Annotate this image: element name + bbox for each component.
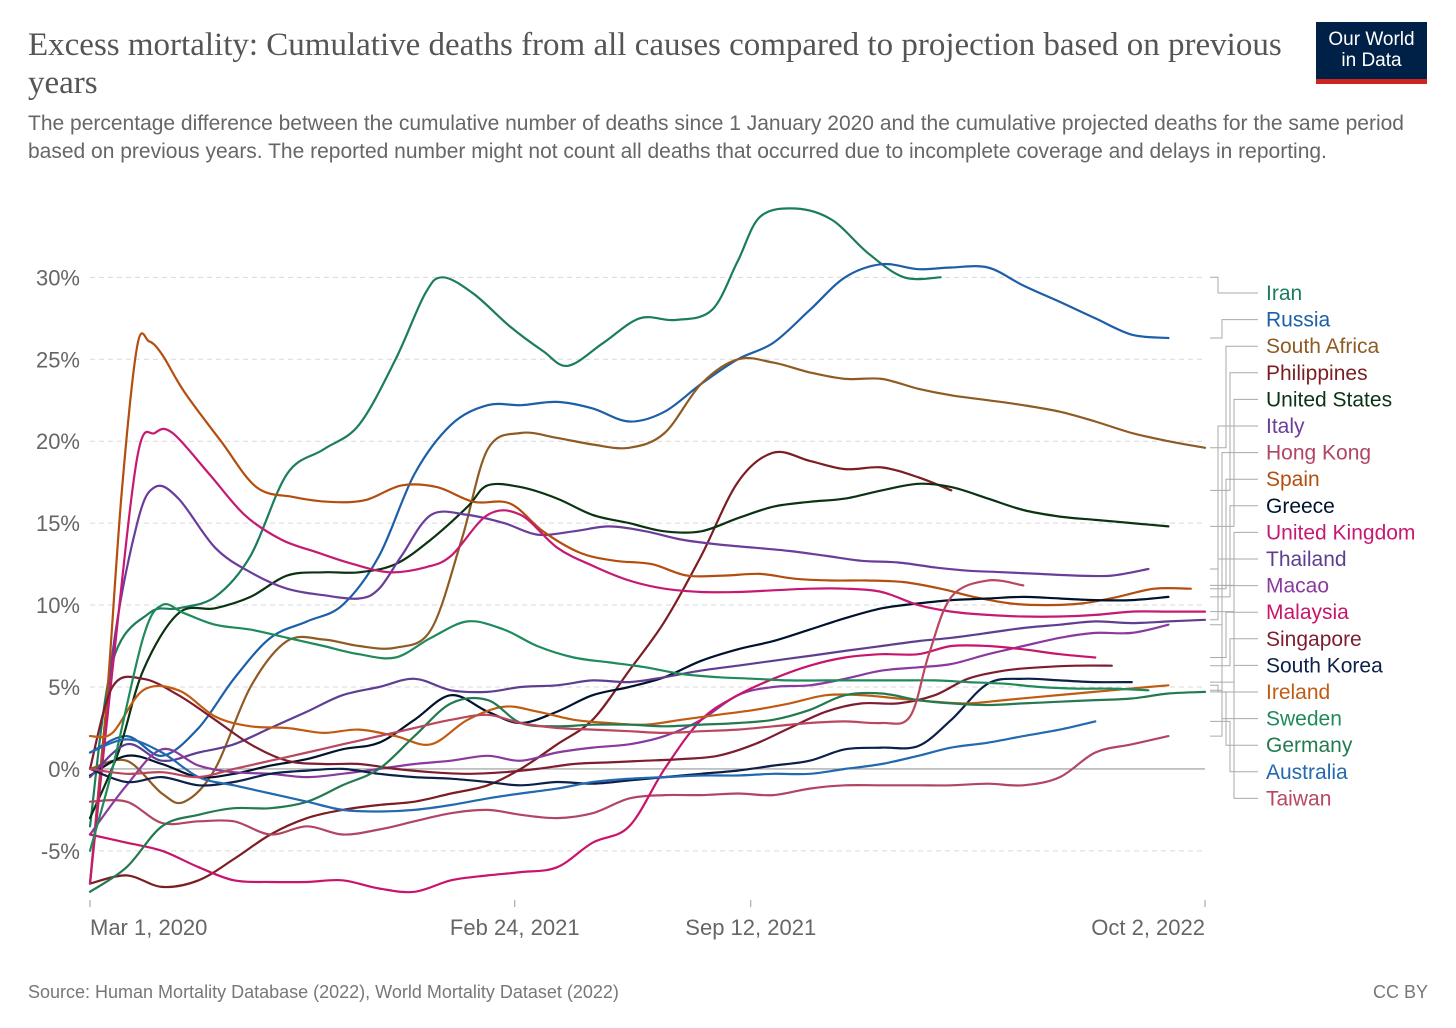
end-label-thailand[interactable]: Thailand <box>1266 548 1347 571</box>
series-line-singapore[interactable] <box>88 664 1113 775</box>
series-line-hong-kong[interactable] <box>88 735 1170 836</box>
end-label-taiwan[interactable]: Taiwan <box>1266 787 1331 810</box>
end-label-russia[interactable]: Russia <box>1266 309 1331 332</box>
chart-title: Excess mortality: Cumulative deaths from… <box>28 27 1282 101</box>
label-connector <box>1210 689 1258 720</box>
logo-line-2: in Data <box>1341 50 1402 71</box>
x-tick-label: Mar 1, 2020 <box>90 915 207 940</box>
y-tick-label: 25% <box>36 347 80 372</box>
logo-line-1: Our World <box>1328 29 1415 50</box>
end-label-united-kingdom[interactable]: United Kingdom <box>1266 521 1415 544</box>
y-tick-label: 30% <box>36 265 80 290</box>
chart-subtitle: The percentage difference between the cu… <box>28 112 1404 163</box>
label-connector <box>1210 372 1258 491</box>
end-label-ireland[interactable]: Ireland <box>1266 681 1330 704</box>
end-label-germany[interactable]: Germany <box>1266 734 1353 757</box>
label-connector <box>1210 691 1258 746</box>
series-line-spain[interactable] <box>88 332 1192 885</box>
series-line-south-africa[interactable] <box>88 356 1207 805</box>
series-lines <box>88 207 1207 894</box>
label-connector <box>1210 584 1258 799</box>
end-label-philippines[interactable]: Philippines <box>1266 362 1368 385</box>
label-connector <box>1210 398 1258 527</box>
series-line-united-states[interactable] <box>88 482 1170 820</box>
end-label-sweden[interactable]: Sweden <box>1266 708 1342 731</box>
end-label-united-states[interactable]: United States <box>1266 388 1392 411</box>
source-note: Source: Human Mortality Database (2022),… <box>28 982 619 1002</box>
end-label-australia[interactable]: Australia <box>1266 761 1348 784</box>
series-line-taiwan[interactable] <box>88 579 1025 779</box>
series-line-sweden[interactable] <box>88 603 1150 852</box>
series-line-russia[interactable] <box>88 262 1170 757</box>
label-connector <box>1210 720 1258 773</box>
end-label-south-africa[interactable]: South Africa <box>1266 335 1380 358</box>
x-tick-label: Feb 24, 2021 <box>450 915 580 940</box>
end-label-italy[interactable]: Italy <box>1266 415 1305 438</box>
label-connector <box>1210 276 1258 294</box>
y-tick-label: 10% <box>36 593 80 618</box>
label-connector <box>1210 505 1258 598</box>
label-connector <box>1210 558 1258 621</box>
label-connector <box>1210 638 1258 667</box>
end-label-singapore[interactable]: Singapore <box>1266 628 1362 651</box>
series-line-south-korea[interactable] <box>88 677 1133 787</box>
end-label-malaysia[interactable]: Malaysia <box>1266 601 1349 624</box>
series-line-greece[interactable] <box>88 595 1170 779</box>
end-label-spain[interactable]: Spain <box>1266 468 1320 491</box>
owid-logo[interactable]: Our World in Data <box>1316 22 1427 84</box>
y-tick-label: -5% <box>41 839 80 864</box>
x-axis: Mar 1, 2020 Feb 24, 2021 Sep 12, 2021 Oct 2… <box>89 900 1206 940</box>
end-label-south-korea[interactable]: South Korea <box>1266 654 1383 677</box>
end-label-iran[interactable]: Iran <box>1266 282 1302 305</box>
series-line-germany[interactable] <box>88 690 1207 893</box>
license-link[interactable]: CC BY <box>1372 982 1428 1002</box>
logo-red-bar <box>1316 79 1427 84</box>
label-connector <box>1210 684 1258 693</box>
x-tick-label: Sep 12, 2021 <box>685 915 816 940</box>
series-line-philippines[interactable] <box>88 450 953 889</box>
label-connector <box>1210 319 1258 339</box>
series-line-united-kingdom[interactable] <box>88 427 1207 885</box>
label-connector <box>1210 585 1258 626</box>
series-line-italy[interactable] <box>88 484 1150 885</box>
x-tick-label: Oct 2, 2022 <box>1091 915 1205 940</box>
y-tick-label: 20% <box>36 429 80 454</box>
y-tick-label: 15% <box>36 511 80 536</box>
series-line-iran[interactable] <box>88 207 942 828</box>
series-line-australia[interactable] <box>88 720 1097 813</box>
series-end-labels: Iran Russia South Africa Philippines United … <box>1210 276 1415 810</box>
end-label-greece[interactable]: Greece <box>1266 495 1335 518</box>
y-tick-label: 0% <box>48 757 80 782</box>
end-label-macao[interactable]: Macao <box>1266 575 1329 598</box>
y-tick-label: 5% <box>48 675 80 700</box>
series-line-malaysia[interactable] <box>88 644 1097 894</box>
label-connector <box>1210 425 1258 570</box>
end-label-hong-kong[interactable]: Hong Kong <box>1266 442 1371 465</box>
label-connector <box>1210 611 1258 658</box>
